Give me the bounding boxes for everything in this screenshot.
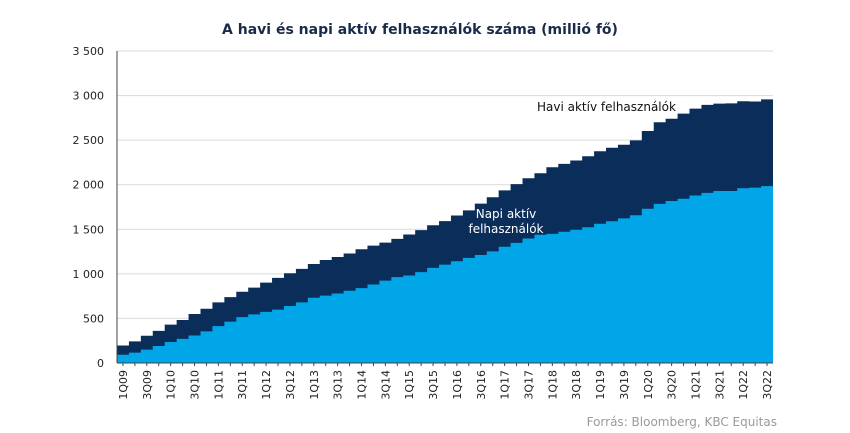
x-tick-label: 3Q10 [189,370,202,400]
x-tick-label: 3Q12 [284,370,297,400]
y-tick-label: 0 [97,357,104,370]
x-tick-label: 3Q17 [522,370,535,400]
x-tick-label: 3Q19 [618,370,631,400]
x-tick-label: 1Q09 [117,370,130,400]
x-tick-label: 3Q21 [713,370,726,400]
x-tick-label: 3Q20 [666,370,679,400]
y-tick-label: 2 500 [73,134,105,147]
x-tick-label: 1Q18 [546,370,559,400]
x-tick-label: 3Q14 [379,370,392,400]
y-tick-label: 1 500 [73,223,105,236]
x-tick-label: 1Q15 [403,370,416,400]
y-tick-label: 500 [83,312,104,325]
x-tick-label: 1Q14 [356,370,369,400]
x-tick-label: 1Q17 [499,370,512,400]
chart-title: A havi és napi aktív felhasználók száma … [222,22,618,38]
y-tick-label: 1 000 [73,268,105,281]
x-tick-label: 1Q13 [308,370,321,400]
x-tick-label: 1Q10 [165,370,178,400]
x-tick-label: 3Q11 [236,370,249,400]
series-area-daily-active [117,186,773,363]
x-tick-label: 3Q09 [141,370,154,400]
x-tick-label: 1Q11 [212,370,225,400]
y-tick-label: 2 000 [73,179,105,192]
label-daily-active-line2: felhasználók [468,222,543,236]
x-tick-label: 1Q20 [642,370,655,400]
source-note: Forrás: Bloomberg, KBC Equitas [587,415,777,429]
x-tick-label: 1Q21 [689,370,702,400]
plot-area [117,99,773,363]
x-axis: 1Q09 3Q09 1Q10 3Q10 1Q11 3Q11 1Q12 3Q12 1Q13 3Q13… [117,363,774,400]
y-tick-label: 3 500 [73,45,105,58]
y-tick-label: 3 000 [73,90,105,103]
x-tick-label: 3Q18 [570,370,583,400]
x-tick-label: 1Q16 [451,370,464,400]
x-tick-label: 1Q19 [594,370,607,400]
y-axis: 0 500 1 000 1 500 2 000 2 500 3 000 3 500 [73,45,105,370]
x-tick-label: 3Q15 [427,370,440,400]
x-tick-label: 1Q22 [737,370,750,400]
label-daily-active-line1: Napi aktív [476,207,537,221]
x-tick-label: 3Q13 [332,370,345,400]
x-tick-label: 3Q22 [761,370,774,400]
x-tick-label: 3Q16 [475,370,488,400]
label-monthly-active: Havi aktív felhasználók [537,100,676,114]
x-tick-label: 1Q12 [260,370,273,400]
